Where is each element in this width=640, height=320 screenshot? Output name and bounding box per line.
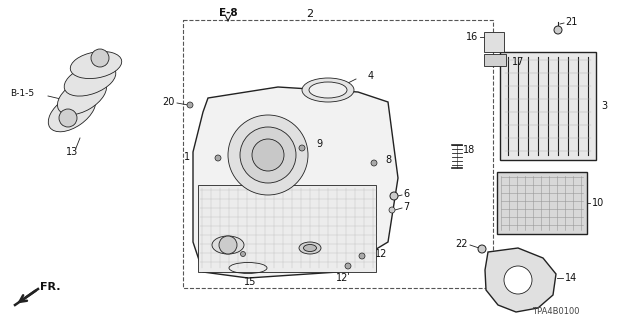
Circle shape (241, 252, 246, 257)
Text: 4: 4 (368, 71, 374, 81)
Circle shape (59, 109, 77, 127)
Bar (500, 52, 596, 160)
Bar (484, 32, 504, 52)
Text: 8: 8 (385, 155, 391, 165)
Circle shape (215, 155, 221, 161)
Text: 19: 19 (248, 243, 260, 253)
Text: B-1-5: B-1-5 (10, 89, 34, 98)
Text: 20: 20 (163, 97, 175, 107)
Text: 6: 6 (403, 189, 409, 199)
Polygon shape (485, 248, 556, 312)
Ellipse shape (299, 242, 321, 254)
Circle shape (228, 115, 308, 195)
Ellipse shape (64, 64, 116, 96)
Ellipse shape (212, 236, 244, 254)
Circle shape (252, 139, 284, 171)
Text: 14: 14 (565, 273, 577, 283)
Circle shape (187, 102, 193, 108)
Circle shape (91, 49, 109, 67)
Text: 7: 7 (403, 202, 409, 212)
Text: TPA4B0100: TPA4B0100 (532, 308, 580, 316)
Text: 21: 21 (565, 17, 577, 27)
Text: 10: 10 (592, 198, 604, 208)
Circle shape (478, 245, 486, 253)
Text: 9: 9 (316, 139, 322, 149)
Ellipse shape (58, 77, 106, 115)
Circle shape (504, 266, 532, 294)
Ellipse shape (70, 52, 122, 79)
Text: 13: 13 (66, 147, 78, 157)
Circle shape (345, 263, 351, 269)
Text: 12: 12 (375, 249, 387, 259)
Text: 16: 16 (466, 32, 478, 42)
Circle shape (389, 207, 395, 213)
Ellipse shape (48, 92, 96, 132)
Bar (484, 54, 506, 66)
Text: 22: 22 (456, 239, 468, 249)
Text: 3: 3 (601, 101, 607, 111)
Ellipse shape (303, 244, 317, 252)
Text: 12: 12 (336, 273, 348, 283)
Text: 15: 15 (244, 277, 256, 287)
Ellipse shape (309, 82, 347, 98)
Circle shape (240, 127, 296, 183)
Circle shape (371, 160, 377, 166)
Text: 2: 2 (307, 9, 314, 19)
Polygon shape (193, 87, 398, 278)
Bar (497, 172, 587, 234)
Text: 5: 5 (284, 235, 290, 245)
Circle shape (219, 236, 237, 254)
Circle shape (390, 192, 398, 200)
Bar (183, 20, 493, 288)
Text: 18: 18 (463, 145, 476, 155)
Circle shape (299, 145, 305, 151)
Text: E-8: E-8 (219, 8, 237, 18)
Text: 17: 17 (512, 57, 524, 67)
Circle shape (554, 26, 562, 34)
Circle shape (359, 253, 365, 259)
Text: 11: 11 (198, 241, 210, 251)
Text: FR.: FR. (40, 282, 61, 292)
Ellipse shape (302, 78, 354, 102)
Text: 1: 1 (184, 152, 190, 162)
Bar (198, 185, 376, 272)
